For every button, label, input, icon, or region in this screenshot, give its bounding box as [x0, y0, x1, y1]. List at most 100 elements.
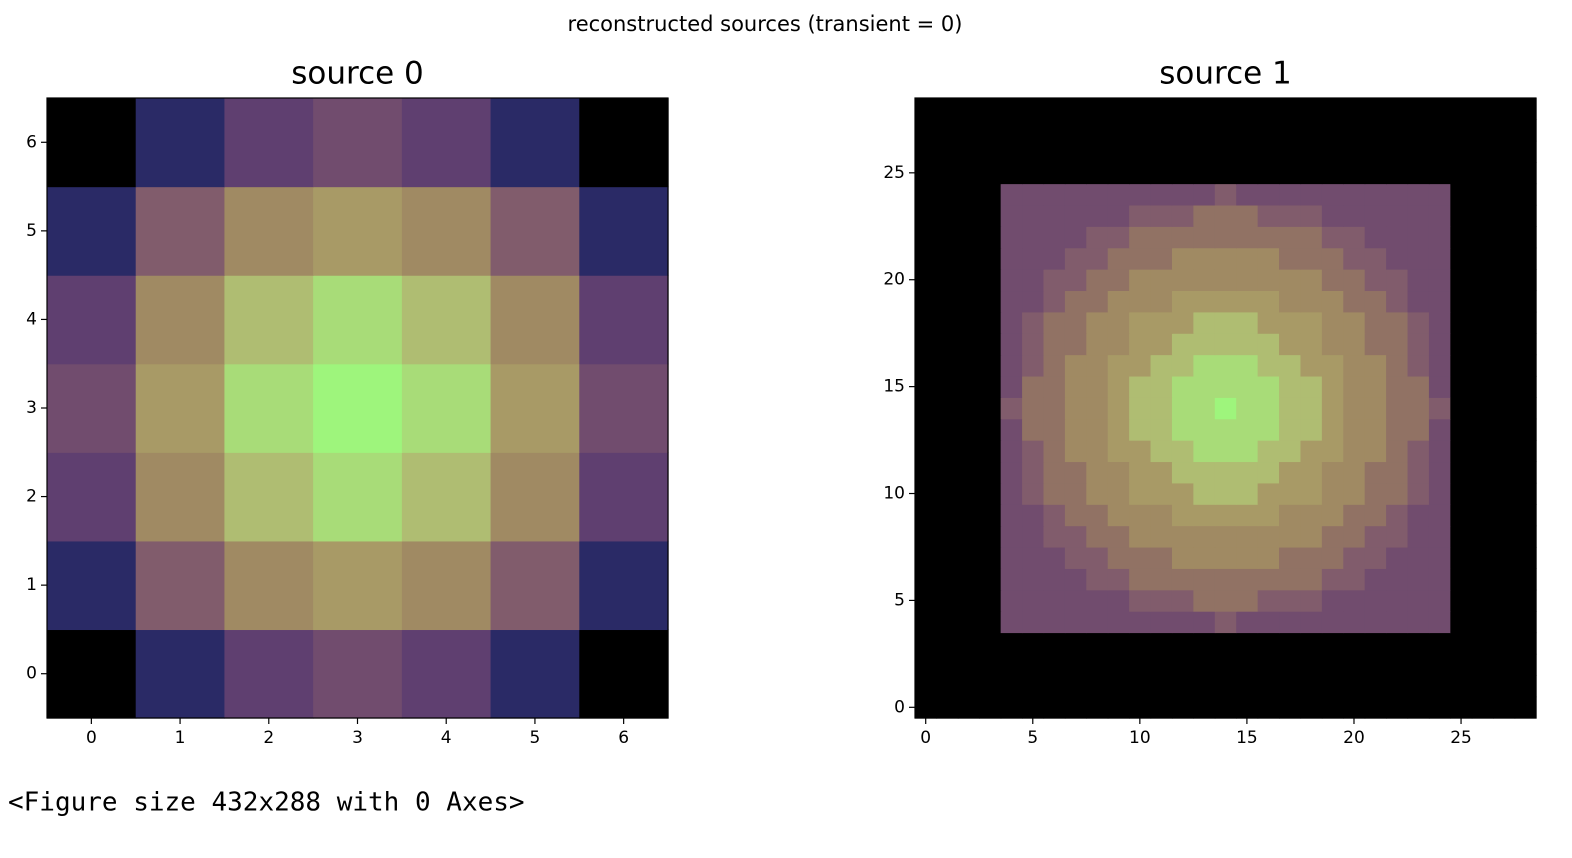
cell [1407, 611, 1430, 634]
cell [313, 629, 403, 719]
cell [1129, 354, 1152, 377]
cell [1257, 611, 1280, 634]
cell [1000, 98, 1023, 120]
cell [1407, 290, 1430, 313]
cell [1086, 311, 1109, 334]
cell [1022, 546, 1045, 569]
cell [1407, 375, 1430, 398]
cell [1364, 162, 1387, 185]
cell [1343, 333, 1366, 356]
cell [936, 183, 959, 206]
cell [1279, 333, 1302, 356]
cell [1022, 611, 1045, 634]
cell [1471, 632, 1494, 655]
cell [979, 632, 1002, 655]
cell [224, 452, 314, 542]
cell [1150, 546, 1173, 569]
cell [979, 204, 1002, 227]
cell [1150, 354, 1173, 377]
cell [1129, 461, 1152, 484]
cell [1086, 247, 1109, 270]
cell [401, 98, 492, 188]
cell [1471, 418, 1494, 441]
axes-title: source 0 [291, 56, 424, 92]
cell [1129, 311, 1152, 334]
cell [1514, 418, 1537, 441]
cell [1343, 696, 1366, 719]
cell [1086, 162, 1109, 185]
cell [1364, 247, 1387, 270]
cell [1193, 504, 1216, 527]
cell [135, 98, 226, 188]
cell [1214, 354, 1237, 377]
cell [1000, 354, 1023, 377]
cell [490, 452, 580, 542]
cell [1214, 546, 1237, 569]
cell [957, 204, 980, 227]
cell [1300, 440, 1323, 463]
cell [1321, 525, 1344, 548]
cell [915, 290, 938, 313]
cell [1193, 440, 1216, 463]
cell [1129, 247, 1152, 270]
cell [1150, 375, 1173, 398]
cell [1343, 461, 1366, 484]
cell [1214, 247, 1237, 270]
cell [915, 140, 938, 163]
cell [1043, 204, 1066, 227]
y-tick-label: 3 [26, 398, 37, 418]
cell [1300, 140, 1323, 163]
cell [1150, 675, 1173, 698]
cell [1450, 525, 1473, 548]
cell [1471, 183, 1494, 206]
cell [1129, 440, 1152, 463]
cell [1000, 375, 1023, 398]
cell [1064, 504, 1087, 527]
cell [1279, 375, 1302, 398]
cell [1386, 98, 1409, 120]
cell [936, 375, 959, 398]
cell [1321, 418, 1344, 441]
cell [1064, 418, 1087, 441]
cell [915, 440, 938, 463]
cell [915, 183, 938, 206]
cell [1279, 247, 1302, 270]
cell [1321, 397, 1344, 420]
cell [1386, 525, 1409, 548]
cell [1300, 397, 1323, 420]
cell [1022, 119, 1045, 142]
cell [1022, 247, 1045, 270]
cell [1514, 568, 1537, 591]
x-tick-label: 20 [1343, 728, 1365, 748]
cell [1386, 568, 1409, 591]
cell [1086, 504, 1109, 527]
cell [1107, 632, 1130, 655]
cell [1043, 546, 1066, 569]
cell [957, 226, 980, 249]
cell [1022, 397, 1045, 420]
cell [1343, 354, 1366, 377]
cell [1000, 162, 1023, 185]
cell [1236, 397, 1259, 420]
cell [1450, 140, 1473, 163]
cell [1171, 226, 1194, 249]
cell [1450, 397, 1473, 420]
cell [1300, 568, 1323, 591]
cell [1450, 354, 1473, 377]
cell [1279, 204, 1302, 227]
cell [1407, 632, 1430, 655]
cell [1107, 461, 1130, 484]
cell [957, 611, 980, 634]
cell [1279, 98, 1302, 120]
cell [979, 611, 1002, 634]
cell [1150, 290, 1173, 313]
cell [1107, 290, 1130, 313]
cell [1386, 632, 1409, 655]
cell [1022, 504, 1045, 527]
cell [1493, 632, 1516, 655]
cell [979, 482, 1002, 505]
cell [1064, 568, 1087, 591]
cell [1471, 546, 1494, 569]
